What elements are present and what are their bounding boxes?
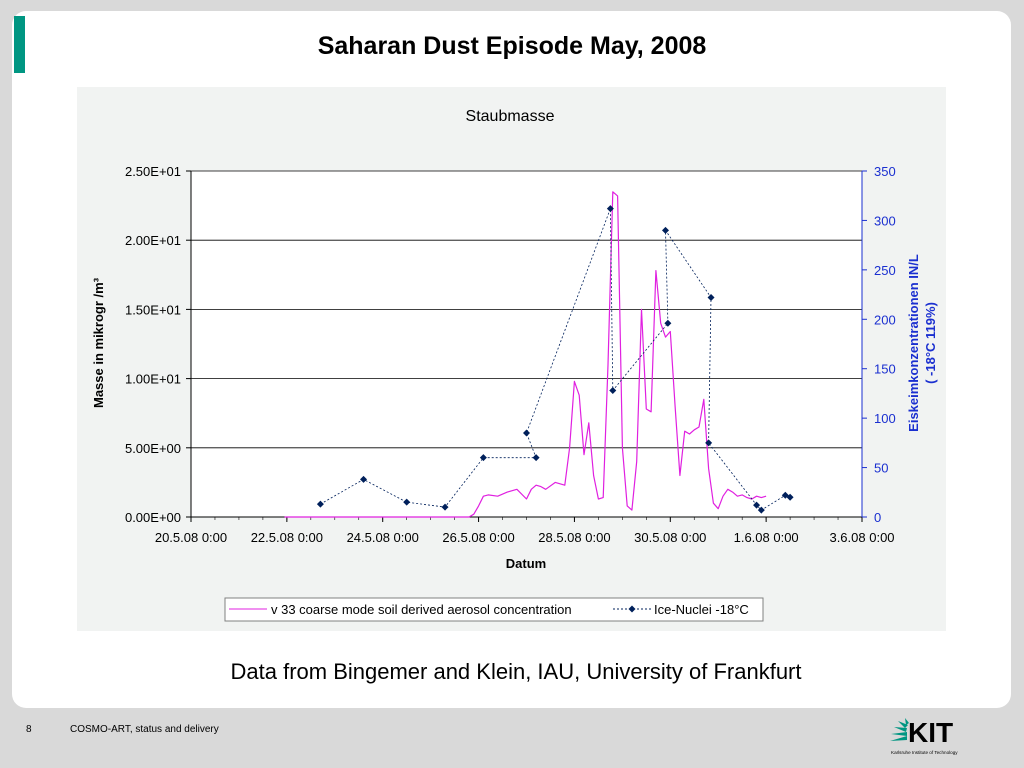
y-tick-label: 0.00E+00 [125, 510, 181, 525]
ice-nuclei-point [532, 454, 540, 462]
x-tick-label: 20.5.08 0:00 [155, 530, 227, 545]
ice-nuclei-point [479, 454, 487, 462]
kit-logo-text: KIT [908, 717, 953, 748]
ice-nuclei-point [705, 439, 713, 447]
legend-marker-ice-nuclei [628, 605, 636, 613]
ice-nuclei-point [316, 500, 324, 508]
ice-nuclei-point [523, 429, 530, 437]
y2-axis-label-line1: Eiskeimkonzentrationen IN/L [906, 254, 921, 432]
kit-logo-subtitle: Karlsruhe Institute of Technology [891, 750, 958, 755]
ice-nuclei-point [786, 493, 794, 501]
plot-background [191, 171, 862, 517]
ice-nuclei-point [664, 319, 672, 327]
ice-nuclei-point [360, 475, 368, 483]
y-tick-label: 5.00E+00 [125, 441, 181, 456]
x-tick-label: 24.5.08 0:00 [347, 530, 419, 545]
slide-caption: Data from Bingemer and Klein, IAU, Unive… [230, 659, 802, 684]
x-tick-label: 30.5.08 0:00 [634, 530, 706, 545]
y2-tick-label: 200 [874, 312, 896, 327]
legend-label-ice-nuclei: Ice-Nuclei -18°C [654, 602, 749, 617]
page-number: 8 [26, 724, 32, 735]
ice-nuclei-point [707, 294, 715, 302]
legend: v 33 coarse mode soil derived aerosol co… [224, 597, 764, 622]
ice-nuclei-point [606, 205, 614, 213]
y2-tick-label: 100 [874, 411, 896, 426]
slide-title: Saharan Dust Episode May, 2008 [317, 32, 707, 60]
y-tick-label: 1.50E+01 [125, 302, 181, 317]
kit-logo-emblem-icon [890, 718, 909, 741]
y-axis-label: Masse in mikrogr /m³ [91, 277, 106, 408]
x-tick-label: 26.5.08 0:00 [442, 530, 514, 545]
y2-tick-label: 0 [874, 510, 881, 525]
y-tick-label: 1.00E+01 [125, 372, 181, 387]
x-tick-label: 3.6.08 0:00 [829, 530, 894, 545]
ice-nuclei-point [609, 386, 617, 394]
y2-tick-label: 300 [874, 213, 896, 228]
y2-tick-label: 250 [874, 263, 896, 278]
chart-area: Staubmasse 0.00E+00 5.00E+00 1.00E+01 1.50E… [77, 87, 946, 631]
ice-nuclei-point [757, 506, 765, 514]
legend-box [224, 597, 764, 622]
x-tick-label: 28.5.08 0:00 [538, 530, 610, 545]
ice-nuclei-point [403, 498, 411, 506]
y2-tick-label: 50 [874, 461, 888, 476]
series-line-soil-aerosol [284, 191, 767, 518]
title-accent-bar [14, 16, 25, 73]
y2-axis-label-line2: ( -18°C 119%) [923, 302, 938, 384]
ice-nuclei-point [661, 226, 669, 234]
chart-svg: Staubmasse 0.00E+00 5.00E+00 1.00E+01 1.50E… [91, 108, 938, 622]
plot-layer: 0.00E+00 5.00E+00 1.00E+01 1.50E+01 2.00E+01… [125, 164, 896, 545]
ice-nuclei-point [441, 503, 449, 511]
x-tick-label: 22.5.08 0:00 [251, 530, 323, 545]
kit-logo: KIT Karlsruhe Institute of Technology [890, 717, 958, 755]
x-axis-label: Datum [506, 556, 546, 571]
legend-label-soil-aerosol: v 33 coarse mode soil derived aerosol co… [271, 602, 572, 617]
x-tick-label: 1.6.08 0:00 [734, 530, 799, 545]
ice-nuclei-point [753, 501, 761, 509]
y-tick-label: 2.50E+01 [125, 164, 181, 179]
y2-tick-label: 350 [874, 164, 896, 179]
footer-text: COSMO-ART, status and delivery [70, 724, 219, 735]
y2-tick-label: 150 [874, 362, 896, 377]
y-tick-label: 2.00E+01 [125, 233, 181, 248]
chart-title: Staubmasse [466, 108, 555, 125]
